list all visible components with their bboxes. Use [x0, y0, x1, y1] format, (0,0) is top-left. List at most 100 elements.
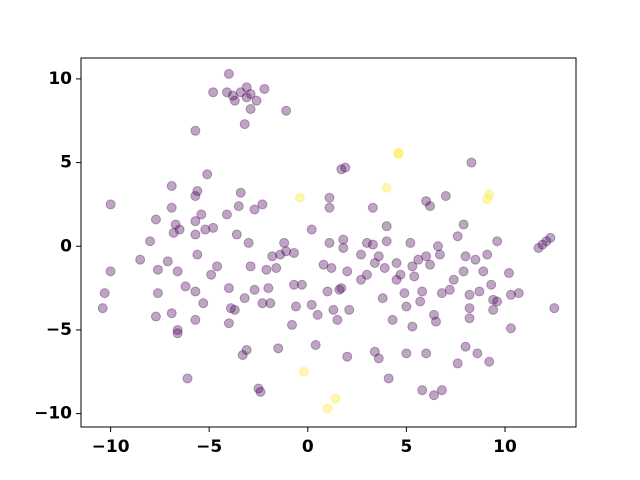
x-tick-label: −5 — [196, 437, 222, 457]
point — [290, 301, 301, 312]
point — [166, 181, 177, 192]
y-tick-label: −10 — [34, 404, 72, 424]
point — [356, 249, 367, 260]
point — [172, 324, 183, 335]
point — [172, 328, 183, 339]
point — [464, 313, 475, 324]
point — [448, 274, 459, 285]
point — [294, 192, 305, 203]
point — [505, 289, 516, 300]
point — [99, 288, 110, 299]
point — [324, 202, 335, 213]
point — [221, 87, 232, 98]
point — [235, 187, 246, 198]
point — [306, 224, 317, 235]
point — [180, 281, 191, 292]
point — [192, 186, 203, 197]
point — [484, 189, 495, 200]
point — [361, 237, 372, 248]
point — [241, 82, 252, 93]
point — [432, 241, 443, 252]
point — [105, 266, 116, 277]
point — [190, 191, 201, 202]
point — [208, 87, 219, 98]
point — [223, 318, 234, 329]
point — [261, 264, 272, 275]
y-tick-label: 0 — [60, 236, 72, 256]
point — [225, 303, 236, 314]
point — [460, 341, 471, 352]
point — [415, 296, 426, 307]
point — [334, 284, 345, 295]
point — [470, 254, 481, 265]
point — [417, 385, 428, 396]
point — [310, 340, 321, 350]
point — [486, 279, 497, 290]
point — [324, 237, 335, 248]
point — [373, 251, 384, 262]
point — [231, 229, 242, 240]
point — [391, 258, 402, 268]
point — [152, 264, 163, 275]
point — [373, 353, 384, 364]
plot-frame — [80, 57, 577, 428]
point — [342, 351, 353, 362]
point — [417, 286, 428, 297]
point — [288, 247, 299, 258]
y-tick-label: −5 — [46, 320, 72, 340]
point — [190, 216, 201, 227]
point — [381, 182, 392, 193]
point — [401, 301, 412, 312]
point — [273, 343, 284, 354]
point — [484, 356, 495, 367]
point — [328, 304, 339, 315]
point — [239, 293, 250, 304]
point — [436, 288, 447, 299]
point — [533, 242, 544, 253]
point — [425, 201, 436, 212]
point — [245, 88, 256, 99]
point — [503, 268, 514, 279]
point — [452, 231, 463, 242]
point — [474, 286, 485, 297]
point — [150, 214, 161, 225]
point — [429, 309, 440, 320]
point — [401, 348, 412, 359]
point — [482, 194, 493, 205]
point — [407, 261, 418, 272]
point — [166, 308, 177, 319]
point — [172, 266, 183, 277]
point — [281, 105, 292, 116]
point — [492, 236, 503, 247]
point — [488, 304, 499, 315]
point — [379, 263, 390, 274]
point — [395, 269, 406, 280]
point — [263, 283, 274, 294]
point — [170, 219, 181, 230]
point — [298, 366, 309, 377]
point — [369, 258, 380, 268]
x-tick-label: 0 — [302, 437, 314, 457]
point — [383, 373, 394, 384]
point — [237, 350, 248, 361]
point — [369, 346, 380, 357]
point — [421, 196, 432, 207]
point — [452, 358, 463, 369]
point — [190, 229, 201, 240]
point — [464, 289, 475, 300]
point — [430, 316, 441, 327]
point — [326, 263, 337, 274]
point — [198, 298, 209, 309]
point — [393, 147, 404, 158]
point — [233, 201, 244, 212]
point — [391, 274, 402, 285]
point — [336, 164, 347, 175]
point — [322, 286, 333, 297]
point — [466, 157, 477, 168]
point — [152, 288, 163, 299]
point — [464, 303, 475, 314]
point — [245, 104, 256, 115]
point — [440, 191, 451, 202]
point — [265, 298, 276, 309]
point — [174, 224, 185, 235]
